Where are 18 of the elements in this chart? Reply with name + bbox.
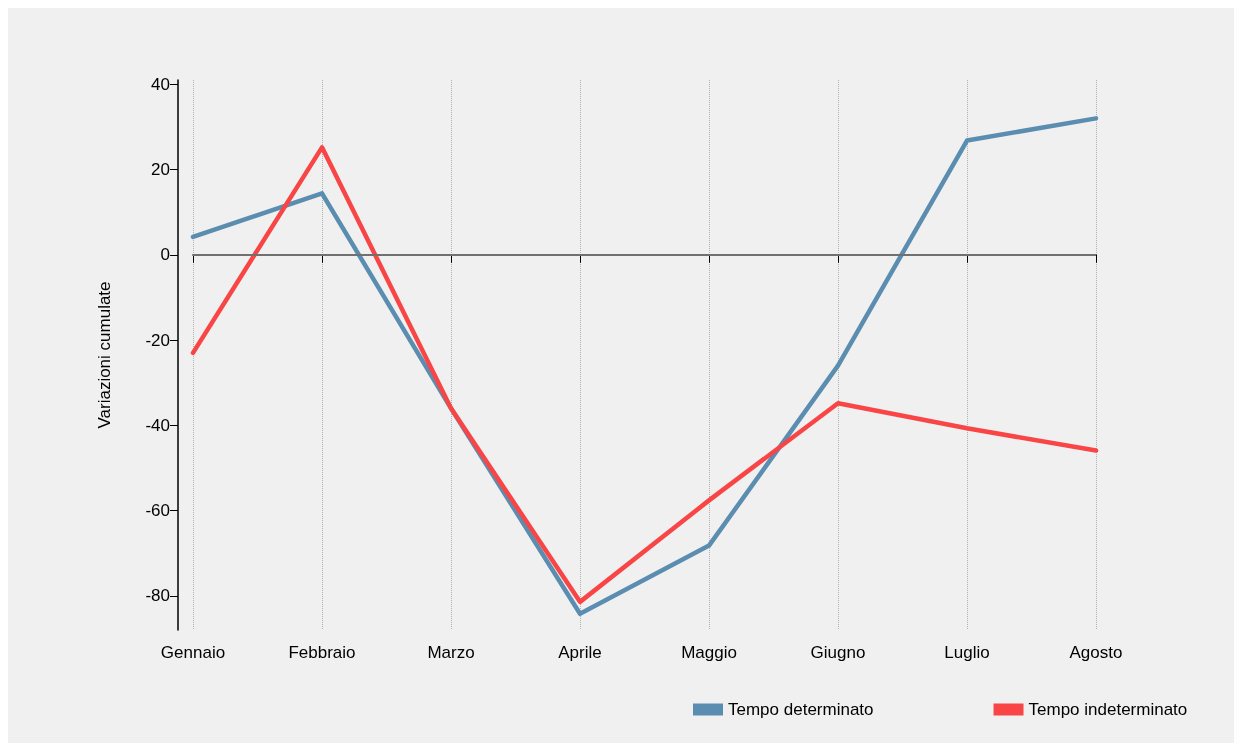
- x-tick-label: Aprile: [558, 643, 602, 662]
- y-tick-label: 0: [160, 245, 170, 265]
- y-tick-label: 40: [151, 74, 170, 94]
- y-tick-label: 20: [151, 160, 170, 180]
- y-tick-label: -40: [145, 415, 170, 435]
- x-tick-label: Agosto: [1069, 643, 1123, 662]
- x-tick-label: Luglio: [944, 643, 990, 662]
- y-tick-label: -80: [145, 586, 170, 606]
- legend-label: Tempo determinato: [728, 700, 874, 719]
- y-tick-label: -60: [145, 501, 170, 521]
- y-axis-title: Variazioni cumulate: [95, 281, 114, 429]
- x-tick-label: Marzo: [427, 643, 475, 662]
- x-tick-label: Febbraio: [288, 643, 356, 662]
- y-tick-label: -20: [145, 330, 170, 350]
- x-tick-label: Gennaio: [160, 643, 226, 662]
- x-tick-label: Maggio: [681, 643, 737, 662]
- x-tick-label: Giugno: [810, 643, 866, 662]
- legend-label: Tempo indeterminato: [1028, 700, 1188, 719]
